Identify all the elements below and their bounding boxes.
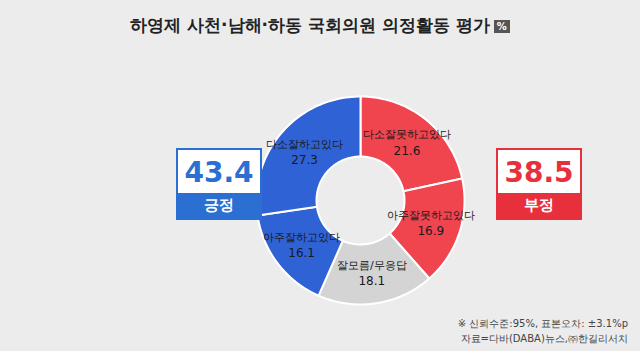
html-text:38.5: 38.5 (504, 156, 574, 189)
html-text:43.4: 43.4 (184, 156, 254, 189)
svg-text:21.6: 21.6 (394, 144, 421, 158)
svg-text:18.1: 18.1 (358, 274, 385, 288)
html-text:부정: 부정 (524, 196, 554, 214)
svg-text:아주잘하고있다: 아주잘하고있다 (263, 231, 340, 244)
svg-text:27.3: 27.3 (291, 153, 318, 167)
svg-text:다소잘못하고있다: 다소잘못하고있다 (363, 128, 451, 141)
html-text:하영제 사천·남해·하동 국회의원 의정활동 평가 %: 하영제 사천·남해·하동 국회의원 의정활동 평가 % (130, 15, 507, 35)
svg-text:아주잘못하고있다: 아주잘못하고있다 (387, 209, 475, 222)
svg-text:16.9: 16.9 (417, 224, 444, 238)
html-text:긍정: 긍정 (204, 196, 234, 214)
svg-text:16.1: 16.1 (288, 246, 315, 260)
html-text:※ 신뢰수준:95%, 표본오차: ±3.1%p: ※ 신뢰수준:95%, 표본오차: ±3.1%p (457, 318, 628, 329)
html-text:자료=다바(DABA)뉴스,㈜한길리서치: 자료=다바(DABA)뉴스,㈜한길리서치 (460, 333, 628, 344)
svg-text:다소잘하고있다: 다소잘하고있다 (266, 138, 343, 151)
svg-text:잘모름/무응답: 잘모름/무응답 (337, 259, 407, 272)
